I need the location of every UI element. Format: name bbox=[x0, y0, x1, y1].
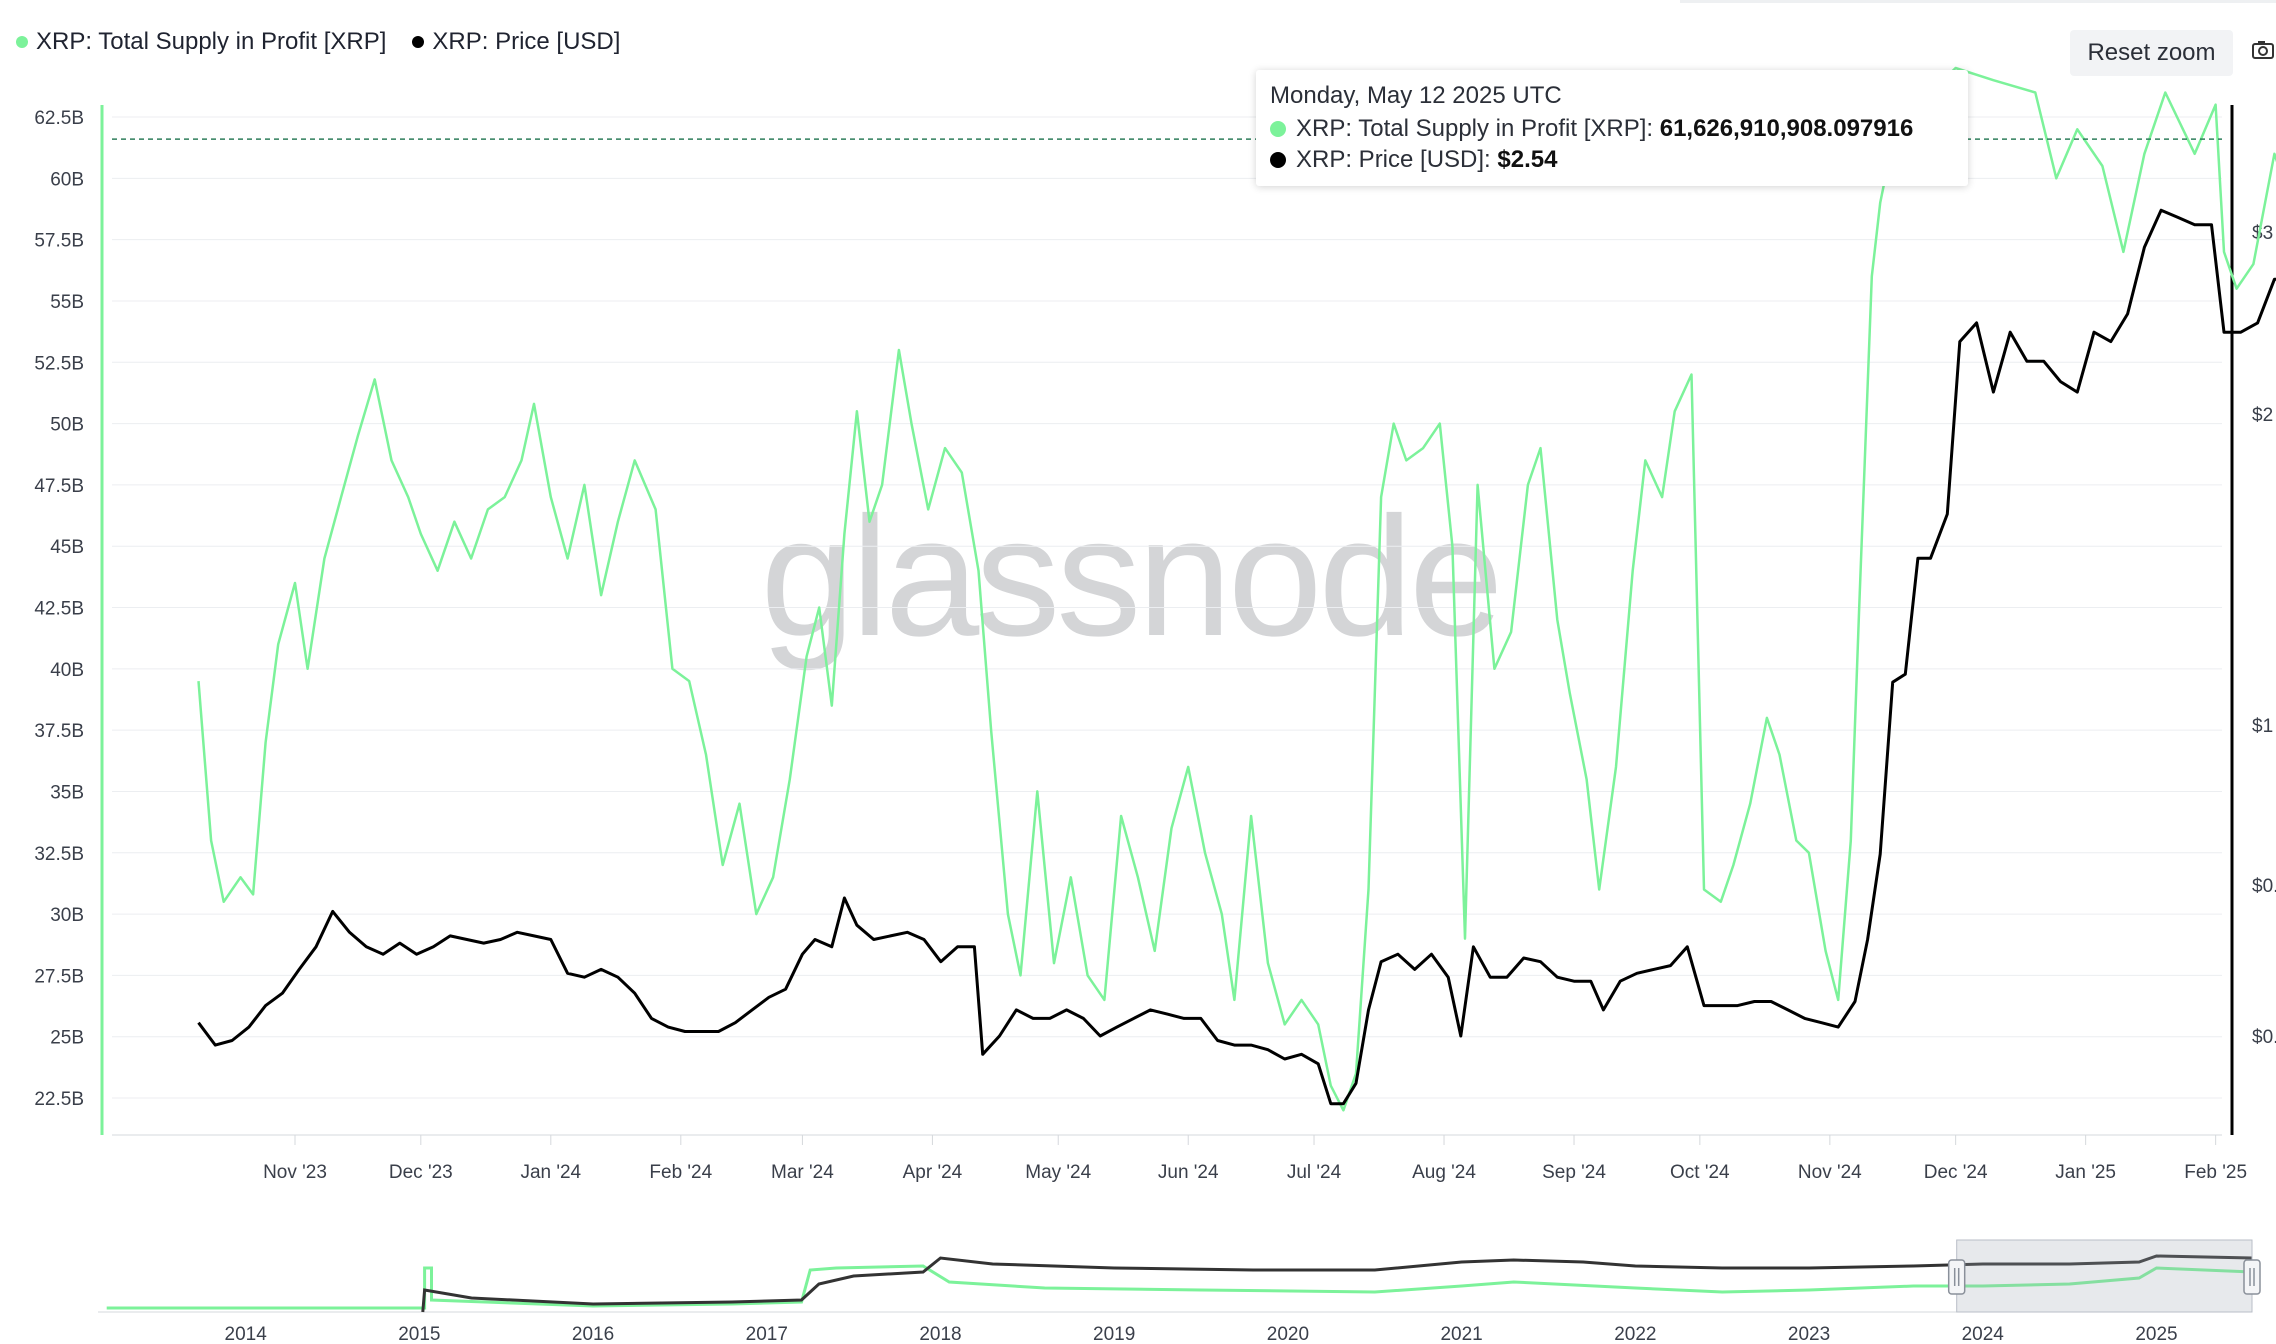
handle-body bbox=[1947, 1259, 1966, 1295]
y-right-tick-label: $0.5 bbox=[2252, 1027, 2276, 1048]
y-left-tick-label: 50B bbox=[50, 415, 84, 436]
x-tick-label: Jan '25 bbox=[2055, 1162, 2116, 1183]
x-tick-label: Jul '24 bbox=[1287, 1162, 1342, 1183]
tooltip-price-value: $2.54 bbox=[1497, 146, 1558, 173]
watermark: glassnode bbox=[760, 482, 1499, 672]
x-tick-label: Nov '23 bbox=[263, 1162, 327, 1183]
top-border-strip bbox=[1680, 0, 2276, 3]
reset-zoom-button[interactable]: Reset zoom bbox=[2070, 30, 2233, 76]
y-left-tick-label: 22.5B bbox=[34, 1089, 84, 1110]
y-left-tick-label: 35B bbox=[50, 782, 84, 803]
navigator[interactable]: 2014 2015 2016 2017 2018 2019 2020 2021 2022 2023… bbox=[98, 1239, 2261, 1344]
series-group bbox=[197, 66, 2276, 1112]
navigator-supply-trace bbox=[106, 1264, 2253, 1310]
handle-body bbox=[2243, 1259, 2261, 1295]
legend-item-supply[interactable]: XRP: Total Supply in Profit [XRP] bbox=[16, 28, 386, 56]
navigator-year-label: 2016 bbox=[572, 1324, 614, 1344]
legend-price-dot bbox=[412, 36, 425, 48]
grid-lines bbox=[112, 116, 2222, 1099]
x-tick-label: Apr '24 bbox=[903, 1162, 963, 1183]
y-left-tick-label: 30B bbox=[50, 905, 84, 926]
tooltip-supply-value: 61,626,910,908.097916 bbox=[1659, 115, 1914, 142]
navigator-right-handle[interactable] bbox=[2243, 1259, 2261, 1295]
x-tick-label: Feb '24 bbox=[649, 1162, 712, 1183]
navigator-year-label: 2020 bbox=[1267, 1324, 1309, 1344]
navigator-year-label: 2018 bbox=[919, 1324, 961, 1344]
chart-legend: XRP: Total Supply in Profit [XRP] XRP: P… bbox=[16, 28, 620, 56]
tooltip-price-text: XRP: Price [USD]: $2.54 bbox=[1296, 146, 1557, 174]
tooltip-price-dot bbox=[1270, 152, 1286, 168]
navigator-year-label: 2015 bbox=[398, 1324, 440, 1344]
y-left-tick-label: 60B bbox=[50, 169, 84, 190]
x-tick-label: Sep '24 bbox=[1542, 1162, 1606, 1183]
legend-supply-label: XRP: Total Supply in Profit [XRP] bbox=[36, 28, 387, 55]
navigator-price-trace bbox=[421, 1254, 2253, 1313]
x-tick-label: Jan '24 bbox=[520, 1162, 581, 1183]
x-tick-label: Mar '24 bbox=[771, 1162, 834, 1183]
x-tick-label: Dec '23 bbox=[389, 1162, 453, 1183]
navigator-year-label: 2014 bbox=[225, 1324, 268, 1344]
legend-price-label: XRP: Price [USD] bbox=[432, 28, 621, 55]
tooltip: Monday, May 12 2025 UTC XRP: Total Suppl… bbox=[1256, 70, 1968, 186]
tooltip-supply-dot bbox=[1270, 121, 1286, 137]
tooltip-supply-label: XRP: Total Supply in Profit [XRP]: bbox=[1296, 115, 1660, 142]
navigator-year-label: 2017 bbox=[746, 1324, 788, 1344]
y-left-tick-label: 25B bbox=[50, 1028, 84, 1049]
legend-supply-dot bbox=[16, 36, 28, 48]
tooltip-date: Monday, May 12 2025 UTC bbox=[1270, 82, 1562, 109]
navigator-year-label: 2021 bbox=[1440, 1324, 1482, 1344]
tooltip-row-price: XRP: Price [USD]: $2.54 bbox=[1270, 146, 1557, 174]
tooltip-supply-text: XRP: Total Supply in Profit [XRP]: 61,62… bbox=[1296, 115, 1913, 143]
y-left-tick-label: 32.5B bbox=[34, 844, 84, 865]
y-left-tick-label: 52.5B bbox=[34, 353, 84, 374]
y-left-tick-label: 27.5B bbox=[34, 966, 84, 987]
price-series-line bbox=[197, 208, 2276, 1106]
tooltip-price-label: XRP: Price [USD]: bbox=[1296, 146, 1498, 173]
navigator-left-handle[interactable] bbox=[1947, 1259, 1966, 1295]
left-axis: 22.5B 25B 27.5B 30B 32.5B 35B 37.5B 40B 42.5B 45B… bbox=[34, 105, 104, 1135]
navigator-selection bbox=[1956, 1239, 2253, 1313]
navigator-year-label: 2025 bbox=[2135, 1324, 2177, 1344]
y-right-tick-label: $1 bbox=[2252, 716, 2273, 737]
y-left-tick-label: 47.5B bbox=[34, 476, 84, 497]
y-left-tick-label: 45B bbox=[50, 537, 84, 558]
x-tick-label: Feb '25 bbox=[2184, 1162, 2247, 1183]
x-tick-label: Oct '24 bbox=[1670, 1162, 1730, 1183]
y-right-tick-label: $3 bbox=[2252, 223, 2273, 244]
supply-series-line bbox=[197, 66, 2276, 1112]
x-tick-label: May '24 bbox=[1025, 1162, 1091, 1183]
y-left-tick-label: 37.5B bbox=[34, 721, 84, 742]
x-tick-label: Nov '24 bbox=[1798, 1162, 1862, 1183]
navigator-year-label: 2023 bbox=[1788, 1324, 1830, 1344]
y-right-tick-label: $0.7 bbox=[2252, 876, 2276, 897]
navigator-year-label: 2022 bbox=[1614, 1324, 1656, 1344]
camera-icon[interactable] bbox=[2252, 40, 2274, 60]
y-left-tick-label: 42.5B bbox=[34, 599, 84, 620]
tooltip-row-supply: XRP: Total Supply in Profit [XRP]: 61,62… bbox=[1270, 115, 1913, 143]
navigator-year-label: 2019 bbox=[1093, 1324, 1135, 1344]
y-left-tick-label: 57.5B bbox=[34, 231, 84, 252]
x-tick-label: Jun '24 bbox=[1158, 1162, 1219, 1183]
x-tick-label: Aug '24 bbox=[1412, 1162, 1476, 1183]
x-tick-label: Dec '24 bbox=[1924, 1162, 1988, 1183]
y-left-tick-label: 55B bbox=[50, 292, 84, 313]
y-left-tick-label: 40B bbox=[50, 660, 84, 681]
y-left-tick-label: 62.5B bbox=[34, 108, 84, 129]
x-axis: Nov '23 Dec '23 Jan '24 Feb '24 Mar '24 Apr '… bbox=[112, 1134, 2247, 1183]
navigator-year-label: 2024 bbox=[1962, 1324, 2005, 1344]
legend-item-price[interactable]: XRP: Price [USD] bbox=[412, 28, 620, 56]
y-right-tick-label: $2 bbox=[2252, 405, 2273, 426]
